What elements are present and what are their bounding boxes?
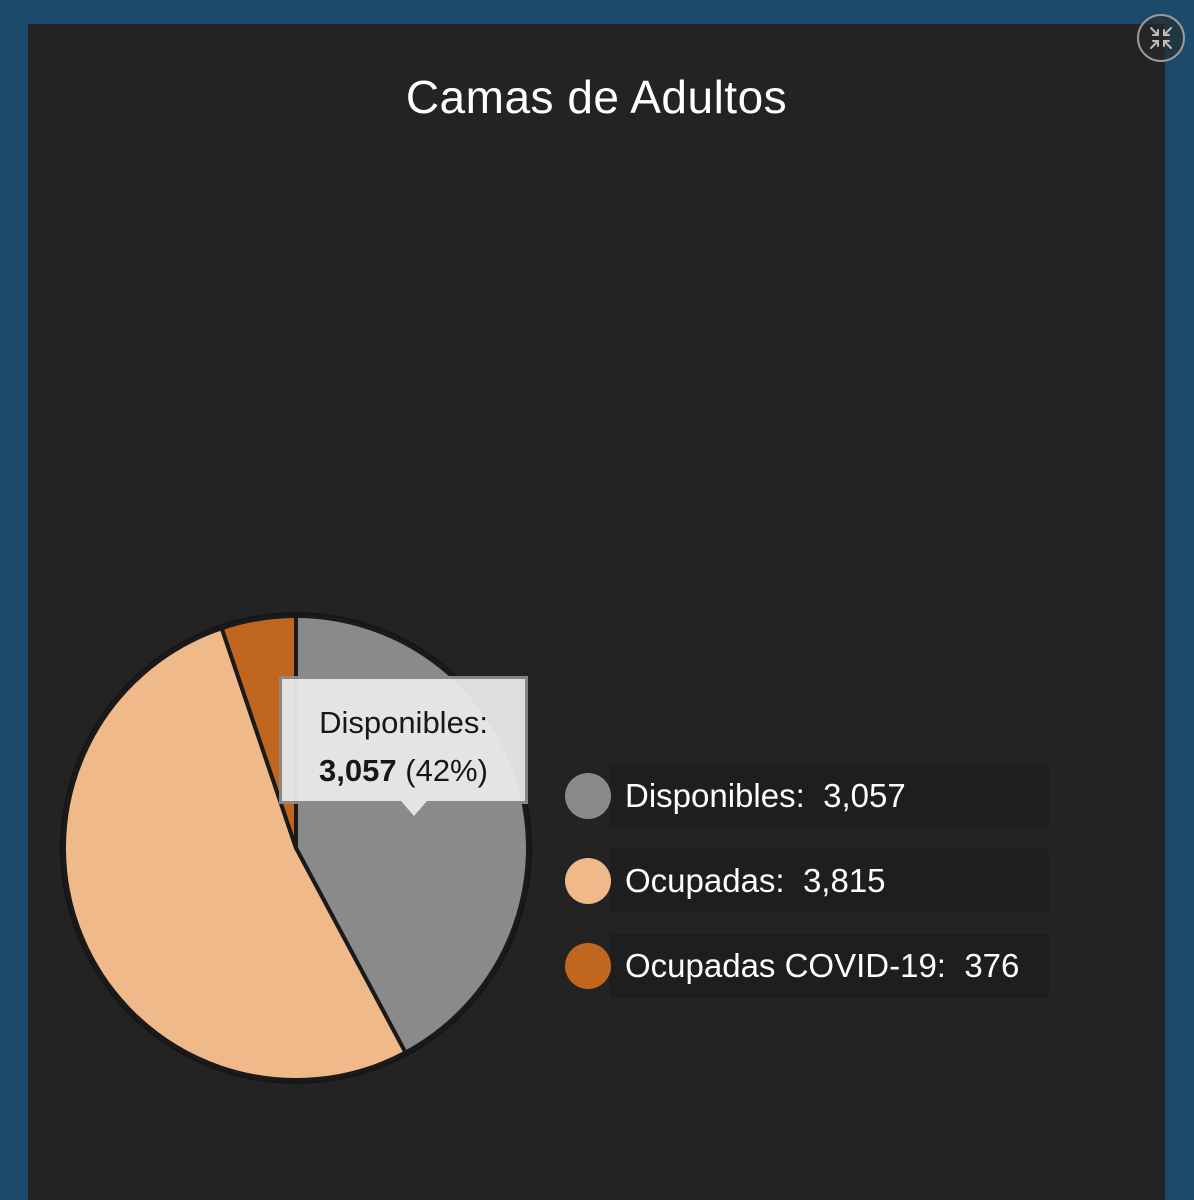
tooltip-label: Disponibles: [319,705,488,740]
legend-item-ocupadas[interactable]: Ocupadas: 3,815 [560,849,1050,913]
legend-swatch [565,773,611,819]
tooltip-value-line: 3,057 (42%) [282,747,525,795]
pie-slice-ocupadas[interactable] [61,626,408,1083]
legend-swatch [565,858,611,904]
pie-slice-ocupadas-covid-19[interactable] [219,614,298,850]
legend-item-disponibles[interactable]: Disponibles: 3,057 [560,764,1050,828]
tooltip-percent: (42%) [405,753,488,788]
legend-swatch [565,943,611,989]
legend-item-background [610,934,1050,998]
chart-legend: Disponibles: 3,057 Ocupadas: 3,815 Ocupa… [560,764,1050,1019]
legend-text: Ocupadas COVID-19: 376 [625,947,1019,985]
tooltip-pointer-fill [401,801,427,816]
legend-item-background [610,764,1050,828]
legend-text: Disponibles: 3,057 [625,777,906,815]
legend-value: 376 [964,947,1020,984]
collapse-arrows-icon [1150,27,1172,49]
legend-value: 3,815 [802,862,886,899]
chart-title: Camas de Adultos [405,71,788,123]
slice-tooltip: Disponibles: 3,057 (42%) [279,676,528,821]
legend-label: Disponibles: [625,777,805,814]
legend-label: Ocupadas COVID-19: [625,947,946,984]
legend-value: 3,057 [823,777,906,814]
legend-item-ocupadas-covid[interactable]: Ocupadas COVID-19: 376 [560,934,1050,998]
collapse-button[interactable] [1137,14,1185,62]
legend-text: Ocupadas: 3,815 [625,862,886,900]
legend-label: Ocupadas: [625,862,785,899]
tooltip-value: 3,057 [319,753,397,788]
legend-item-background [610,849,1050,913]
